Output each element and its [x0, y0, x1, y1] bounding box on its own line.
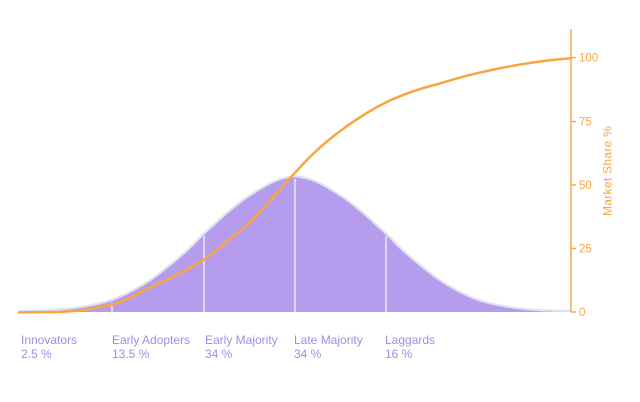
svg-text:75: 75	[579, 117, 592, 129]
svg-text:Market Share %: Market Share %	[601, 126, 615, 216]
svg-text:0: 0	[579, 307, 585, 319]
svg-text:50: 50	[579, 180, 592, 192]
svg-text:25: 25	[579, 244, 592, 256]
svg-text:100: 100	[579, 53, 598, 65]
